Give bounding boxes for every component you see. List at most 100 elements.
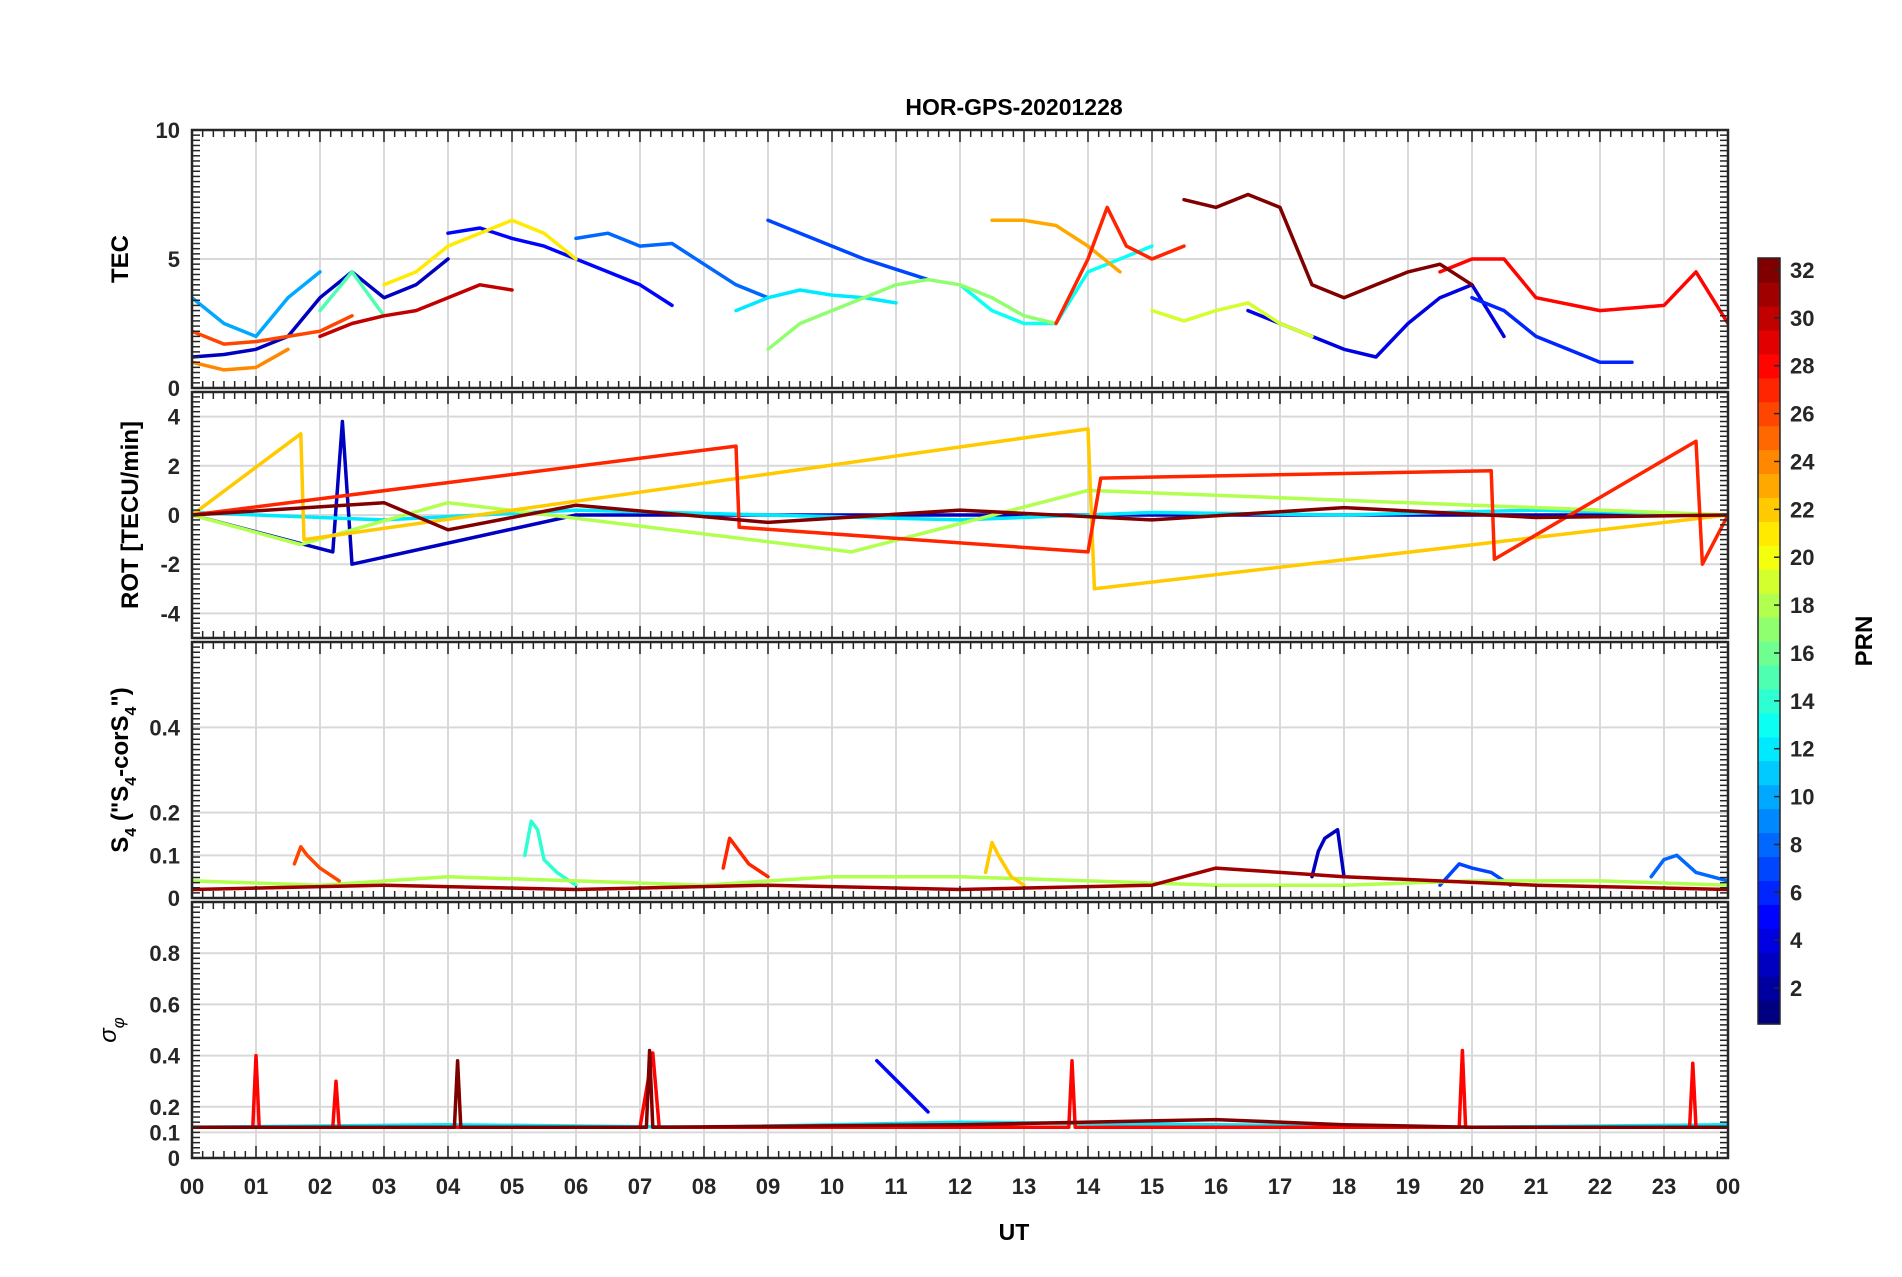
series-line-prn-3 [1310, 827, 1346, 879]
colorbar-swatch [1758, 928, 1780, 953]
colorbar-tick-label: 30 [1790, 306, 1814, 331]
series-line-prn-17 [766, 277, 1058, 352]
colorbar-swatch [1758, 856, 1780, 881]
y-tick-label: 2 [168, 454, 180, 479]
colorbar-swatch [1758, 281, 1780, 307]
colorbar-tick-label: 4 [1790, 928, 1803, 953]
series-line-prn-24 [192, 347, 290, 372]
colorbar-tick-label: 28 [1790, 354, 1814, 379]
colorbar-swatch [1758, 688, 1780, 714]
colorbar-swatch [1758, 425, 1780, 451]
colorbar-tick-label: 8 [1790, 832, 1802, 857]
series-line-prn-27 [192, 439, 1728, 566]
y-tick-label: 0 [168, 886, 180, 911]
colorbar-tick-label: 32 [1790, 258, 1814, 283]
colorbar-tick-label: 2 [1790, 976, 1802, 1001]
x-tick-label: 21 [1524, 1174, 1548, 1199]
y-tick-label: 0.8 [149, 941, 180, 966]
colorbar-tick-label: 12 [1790, 737, 1814, 762]
colorbar-swatch [1758, 569, 1780, 594]
colorbar-swatch [1758, 736, 1780, 762]
x-axis-label: UT [999, 1219, 1030, 1245]
x-tick-label: 02 [308, 1174, 332, 1199]
series-line-prn-18 [192, 488, 1728, 554]
x-tick-label: 12 [948, 1174, 972, 1199]
chart-title: HOR-GPS-20201228 [905, 94, 1123, 120]
series-line-prn-27 [721, 836, 770, 879]
x-tick-label: 18 [1332, 1174, 1356, 1199]
subscript-part: φ [109, 1017, 128, 1028]
series-line-prn-8 [574, 231, 770, 300]
series-line-prn-7 [1438, 862, 1513, 887]
subscript-part: 4 [123, 707, 140, 716]
y-tick-label: -4 [160, 601, 180, 626]
series-line-prn-5 [875, 1058, 930, 1114]
colorbar-swatch [1758, 1000, 1780, 1025]
x-tick-label: 09 [756, 1174, 780, 1199]
series-line-prn-7 [766, 218, 930, 282]
series-line-prn-28 [1438, 257, 1728, 326]
series-group [192, 1048, 1728, 1130]
colorbar-swatch [1758, 832, 1780, 858]
y-tick-label: 4 [168, 405, 181, 430]
colorbar-swatch [1758, 641, 1780, 666]
series-line-prn-12 [734, 288, 898, 313]
x-tick-label: 20 [1460, 1174, 1484, 1199]
x-tick-label: 23 [1652, 1174, 1676, 1199]
colorbar-swatch [1758, 449, 1780, 475]
x-tick-label: 13 [1012, 1174, 1036, 1199]
series-line-prn-26 [192, 314, 354, 346]
series-line-prn-10 [192, 270, 322, 339]
x-tick-label: 11 [884, 1174, 907, 1199]
series-line-prn-23 [990, 218, 1122, 274]
series-line-prn-30 [318, 283, 514, 339]
colorbar-swatch [1758, 258, 1780, 283]
y-tick-label: 0.4 [149, 1044, 180, 1069]
subscript-part: 4 [123, 777, 140, 786]
series-group [192, 419, 1728, 591]
colorbar-swatch [1758, 952, 1780, 977]
label-part: σ [95, 1027, 122, 1043]
y-tick-label: 0.6 [149, 992, 180, 1017]
panel-frame [190, 900, 1730, 1160]
series-line-prn-19 [1150, 301, 1314, 339]
x-tick-label: 00 [180, 1174, 204, 1199]
x-tick-label: 05 [500, 1174, 524, 1199]
y-tick-label: 0.1 [149, 843, 180, 868]
series-line-prn-12 [192, 508, 1728, 522]
y-tick-label: 0 [168, 376, 180, 401]
panel-frame [190, 390, 1730, 640]
colorbar-swatch [1758, 904, 1780, 929]
colorbar-swatch [1758, 329, 1780, 355]
colorbar-tick-label: 18 [1790, 593, 1814, 618]
y-tick-label: 0.2 [149, 801, 180, 826]
colorbar-swatch [1758, 473, 1780, 498]
series-line-prn-8 [1649, 853, 1728, 883]
colorbar-swatch [1758, 712, 1780, 738]
x-tick-label: 14 [1076, 1174, 1101, 1199]
y-tick-label: -2 [160, 552, 180, 577]
y-axis-label: σφ [95, 1017, 128, 1043]
colorbar-swatch [1758, 377, 1780, 403]
colorbar-swatch [1758, 760, 1780, 786]
y-tick-label: 0.1 [149, 1120, 180, 1145]
colorbar-swatch [1758, 521, 1780, 546]
series-line-prn-32 [1182, 192, 1474, 300]
series-line-prn-22 [192, 427, 1728, 591]
colorbar-swatch [1758, 784, 1780, 810]
x-tick-label: 15 [1140, 1174, 1164, 1199]
y-tick-label: 0.4 [149, 715, 180, 740]
colorbar-swatch [1758, 664, 1780, 690]
x-tick-label: 00 [1716, 1174, 1740, 1199]
colorbar-swatch [1758, 401, 1780, 427]
colorbar-tick-label: 22 [1790, 497, 1814, 522]
x-tick-label: 19 [1396, 1174, 1420, 1199]
subscript-part: 4 [123, 828, 140, 837]
series-line-prn-14 [523, 819, 578, 887]
colorbar-swatch [1758, 353, 1780, 379]
